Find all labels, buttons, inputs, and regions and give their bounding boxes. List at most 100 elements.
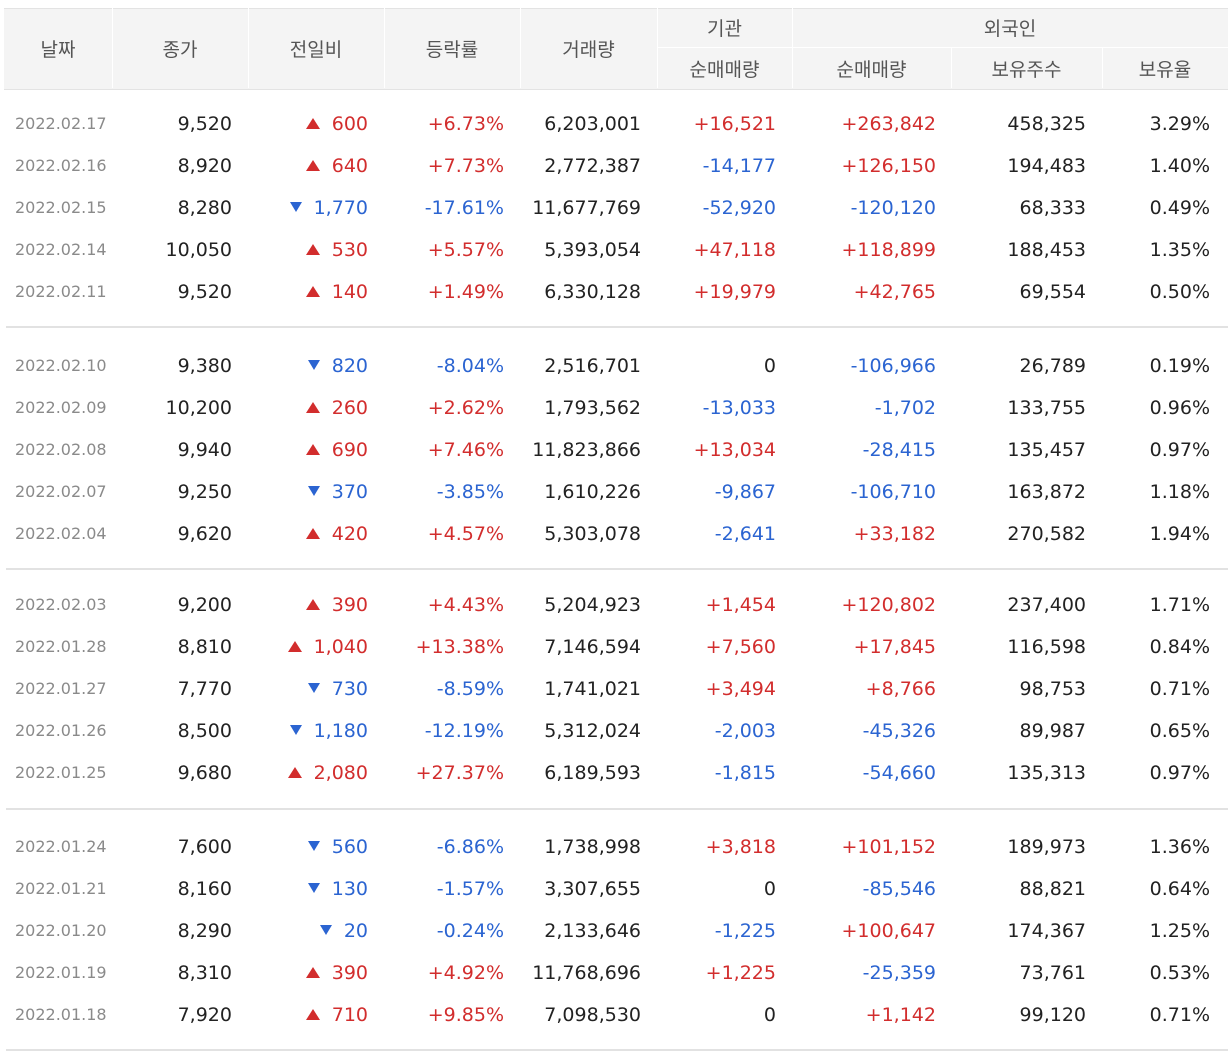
institution-net-cell: +7,560 bbox=[705, 636, 776, 658]
foreigner-holdings-cell: 89,987 bbox=[1019, 720, 1086, 742]
volume-cell: 5,204,923 bbox=[544, 594, 641, 616]
volume-cell: 5,312,024 bbox=[544, 720, 641, 742]
change-value: 140 bbox=[331, 281, 368, 303]
change-cell: 260 bbox=[305, 387, 368, 429]
change-value: 370 bbox=[331, 481, 368, 503]
foreigner-holdings-cell: 116,598 bbox=[1007, 636, 1086, 658]
table-row: 2022.02.09 10,200 +2.62% 1,793,562 -13,033 -1… bbox=[6, 387, 1228, 429]
change-rate-cell: +2.62% bbox=[427, 397, 504, 419]
foreigner-net-cell: +33,182 bbox=[853, 523, 936, 545]
foreigner-holdings-cell: 133,755 bbox=[1007, 397, 1086, 419]
header-foreigner: 외국인 bbox=[983, 18, 1037, 40]
date-cell: 2022.01.26 bbox=[15, 721, 107, 740]
foreigner-ratio-cell: 1.71% bbox=[1149, 594, 1210, 616]
foreigner-net-cell: -45,326 bbox=[862, 720, 936, 742]
close-price-cell: 8,280 bbox=[177, 197, 232, 219]
header-date: 날짜 bbox=[40, 38, 76, 61]
institution-net-cell: 0 bbox=[763, 878, 776, 900]
table-row: 2022.01.24 7,600 -6.86% 1,738,998 +3,818 +101… bbox=[6, 826, 1228, 868]
foreigner-net-cell: +1,142 bbox=[865, 1004, 936, 1026]
change-cell: 20 bbox=[319, 910, 368, 952]
arrow-up-icon bbox=[305, 118, 320, 129]
header-divider bbox=[657, 8, 658, 88]
foreigner-holdings-cell: 189,973 bbox=[1007, 836, 1086, 858]
foreigner-net-cell: +126,150 bbox=[841, 155, 937, 177]
arrow-up-icon bbox=[305, 244, 320, 255]
foreigner-net-cell: -1,702 bbox=[874, 397, 936, 419]
institution-net-cell: +19,979 bbox=[693, 281, 776, 303]
volume-cell: 2,516,701 bbox=[544, 355, 641, 377]
institution-net-cell: -1,815 bbox=[714, 762, 776, 784]
close-price-cell: 8,290 bbox=[177, 920, 232, 942]
arrow-up-icon bbox=[305, 286, 320, 297]
foreigner-net-cell: -28,415 bbox=[862, 439, 936, 461]
foreigner-net-cell: -106,966 bbox=[850, 355, 936, 377]
volume-cell: 2,133,646 bbox=[544, 920, 641, 942]
close-price-cell: 9,680 bbox=[177, 762, 232, 784]
institution-net-cell: -2,003 bbox=[714, 720, 776, 742]
change-value: 600 bbox=[331, 113, 368, 135]
close-price-cell: 9,940 bbox=[177, 439, 232, 461]
table-row: 2022.02.04 9,620 +4.57% 5,303,078 -2,641 +33,… bbox=[6, 513, 1228, 555]
foreigner-holdings-cell: 98,753 bbox=[1019, 678, 1086, 700]
arrow-up-icon bbox=[305, 528, 320, 539]
change-cell: 1,770 bbox=[289, 187, 368, 229]
date-cell: 2022.01.28 bbox=[15, 637, 107, 656]
header-foreigner-holdings: 보유주수 bbox=[991, 58, 1062, 81]
arrow-down-icon bbox=[307, 360, 320, 370]
change-value: 530 bbox=[331, 239, 368, 261]
table-row: 2022.02.16 8,920 +7.73% 2,772,387 -14,177 +12… bbox=[6, 145, 1228, 187]
foreigner-holdings-cell: 458,325 bbox=[1007, 113, 1086, 135]
change-rate-cell: -8.04% bbox=[436, 355, 504, 377]
header-rate: 등락률 bbox=[425, 38, 479, 61]
table-row: 2022.01.25 9,680 +27.37% 6,189,593 -1,815 -54… bbox=[6, 752, 1228, 794]
date-cell: 2022.02.07 bbox=[15, 482, 107, 501]
change-value: 1,040 bbox=[313, 636, 368, 658]
change-cell: 2,080 bbox=[287, 752, 368, 794]
change-cell: 820 bbox=[307, 345, 368, 387]
header-divider bbox=[520, 8, 521, 88]
row-group: 2022.02.03 9,200 +4.43% 5,204,923 +1,454 +120… bbox=[6, 584, 1228, 794]
foreigner-net-cell: -106,710 bbox=[850, 481, 936, 503]
change-cell: 710 bbox=[305, 994, 368, 1036]
header-divider bbox=[1102, 48, 1103, 88]
header-divider bbox=[951, 48, 952, 88]
change-rate-cell: +4.57% bbox=[427, 523, 504, 545]
volume-cell: 2,772,387 bbox=[544, 155, 641, 177]
institution-net-cell: -9,867 bbox=[714, 481, 776, 503]
date-cell: 2022.02.03 bbox=[15, 595, 107, 614]
date-cell: 2022.01.18 bbox=[15, 1005, 107, 1024]
change-cell: 370 bbox=[307, 471, 368, 513]
close-price-cell: 7,920 bbox=[177, 1004, 232, 1026]
arrow-down-icon bbox=[307, 683, 320, 693]
change-rate-cell: -17.61% bbox=[424, 197, 504, 219]
volume-cell: 11,677,769 bbox=[532, 197, 641, 219]
change-rate-cell: -12.19% bbox=[424, 720, 504, 742]
foreigner-holdings-cell: 69,554 bbox=[1019, 281, 1086, 303]
foreigner-ratio-cell: 0.84% bbox=[1149, 636, 1210, 658]
table-row: 2022.01.27 7,770 -8.59% 1,741,021 +3,494 +8,7… bbox=[6, 668, 1228, 710]
foreigner-ratio-cell: 0.64% bbox=[1149, 878, 1210, 900]
volume-cell: 11,768,696 bbox=[532, 962, 641, 984]
change-rate-cell: +7.46% bbox=[427, 439, 504, 461]
table-row: 2022.01.20 8,290 -0.24% 2,133,646 -1,225 +100… bbox=[6, 910, 1228, 952]
header-divider bbox=[792, 8, 793, 88]
header-volume: 거래량 bbox=[562, 38, 615, 61]
institution-net-cell: -52,920 bbox=[702, 197, 776, 219]
table-row: 2022.02.03 9,200 +4.43% 5,204,923 +1,454 +120… bbox=[6, 584, 1228, 626]
arrow-up-icon bbox=[305, 444, 320, 455]
foreigner-net-cell: +42,765 bbox=[853, 281, 936, 303]
close-price-cell: 7,770 bbox=[177, 678, 232, 700]
change-rate-cell: +1.49% bbox=[427, 281, 504, 303]
volume-cell: 6,189,593 bbox=[544, 762, 641, 784]
foreigner-net-cell: -54,660 bbox=[862, 762, 936, 784]
table-row: 2022.01.19 8,310 +4.92% 11,768,696 +1,225 -25… bbox=[6, 952, 1228, 994]
close-price-cell: 9,250 bbox=[177, 481, 232, 503]
close-price-cell: 8,500 bbox=[177, 720, 232, 742]
close-price-cell: 8,920 bbox=[177, 155, 232, 177]
change-value: 1,770 bbox=[313, 197, 368, 219]
foreigner-holdings-cell: 88,821 bbox=[1019, 878, 1086, 900]
arrow-up-icon bbox=[305, 1009, 320, 1020]
change-rate-cell: -1.57% bbox=[436, 878, 504, 900]
foreigner-holdings-cell: 73,761 bbox=[1019, 962, 1086, 984]
